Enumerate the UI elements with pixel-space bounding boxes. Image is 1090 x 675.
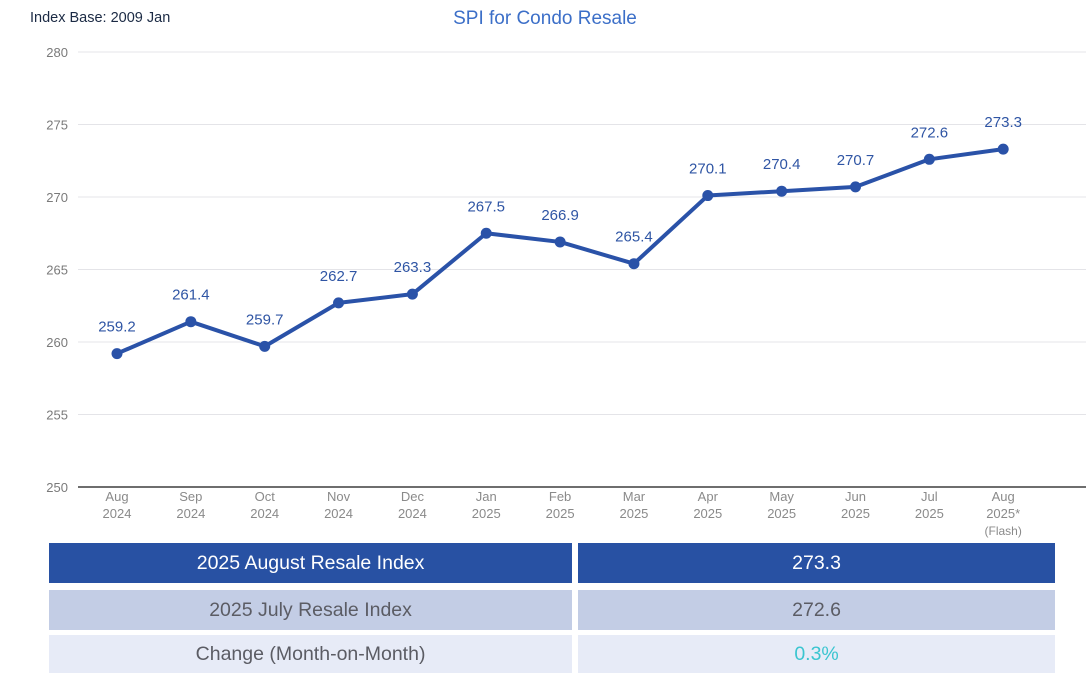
x-axis-tick-label: 2025 [693, 506, 722, 521]
x-axis-tick-label: Aug [992, 489, 1015, 504]
x-axis-tick-label: Nov [327, 489, 351, 504]
summary-table: 2025 August Resale Index 273.3 2025 July… [49, 543, 1055, 673]
data-point-label: 273.3 [984, 114, 1022, 131]
x-axis-tick-label: 2024 [176, 506, 205, 521]
x-axis-tick-label: May [769, 489, 794, 504]
y-axis-tick-label: 275 [46, 118, 68, 133]
x-axis-tick-label: Jun [845, 489, 866, 504]
data-point-marker [259, 340, 271, 352]
row-label-august: 2025 August Resale Index [49, 543, 573, 583]
y-axis-tick-label: 250 [46, 480, 68, 495]
y-axis-tick-label: 255 [46, 408, 68, 423]
x-axis-tick-label: Apr [698, 489, 719, 504]
x-axis-tick-label: Mar [623, 489, 646, 504]
data-point-label: 263.3 [394, 259, 432, 276]
data-point-label: 267.5 [467, 198, 505, 215]
data-point-marker [997, 143, 1009, 155]
x-axis-tick-label: 2025 [767, 506, 796, 521]
x-axis-tick-label: 2024 [324, 506, 353, 521]
x-axis-tick-label: 2025 [472, 506, 501, 521]
spi-line-chart: 250 255 260 265 270 275 280 Aug 2024 Sep 2024 Oct 20… [46, 45, 1086, 538]
x-axis-tick-label: Jan [476, 489, 497, 504]
table-row-august-index: 2025 August Resale Index 273.3 [49, 543, 1055, 583]
x-axis-tick-label: Feb [549, 489, 571, 504]
data-point-marker [776, 185, 788, 197]
x-axis-tick-label: 2024 [398, 506, 427, 521]
data-point-label: 270.1 [689, 161, 727, 178]
data-point-marker [628, 258, 640, 270]
y-axis-tick-label: 260 [46, 335, 68, 350]
row-label-july: 2025 July Resale Index [49, 590, 573, 630]
row-label-change: Change (Month-on-Month) [49, 635, 573, 673]
data-point-label: 270.4 [763, 156, 801, 173]
data-point-marker [702, 190, 714, 202]
y-axis-tick-label: 265 [46, 263, 68, 278]
data-point-marker [185, 316, 197, 328]
y-axis-tick-label: 270 [46, 190, 68, 205]
row-value-change: 0.3% [578, 635, 1055, 673]
x-axis-tick-label: 2025 [546, 506, 575, 521]
x-axis-tick-label: 2024 [103, 506, 132, 521]
chart-title: SPI for Condo Resale [453, 8, 637, 29]
y-axis-tick-label: 280 [46, 45, 68, 60]
x-axis-tick-label: Jul [921, 489, 938, 504]
x-axis-tick-label: 2024 [250, 506, 279, 521]
data-point-marker [850, 181, 861, 193]
data-point-marker [111, 348, 123, 360]
table-row-change-mom: Change (Month-on-Month) 0.3% [49, 635, 1055, 673]
x-axis-tick-label: Sep [179, 489, 202, 504]
data-point-label: 261.4 [172, 287, 210, 304]
data-point-label: 259.7 [246, 311, 284, 328]
x-axis-tick-label: 2025 [619, 506, 648, 521]
data-point-marker [333, 297, 345, 309]
x-axis-tick-label: 2025 [841, 506, 870, 521]
data-point-label: 272.6 [911, 124, 949, 141]
x-axis-tick-label: 2025* [986, 506, 1020, 521]
data-point-marker [554, 236, 566, 248]
x-axis-tick-label: Oct [255, 489, 276, 504]
table-row-july-index: 2025 July Resale Index 272.6 [49, 590, 1055, 630]
data-point-marker [480, 227, 492, 239]
x-axis-tick-label: Dec [401, 489, 425, 504]
data-point-marker [406, 288, 418, 300]
row-value-august: 273.3 [578, 543, 1055, 583]
index-base-label: Index Base: 2009 Jan [30, 10, 171, 26]
data-point-label: 265.4 [615, 229, 653, 246]
x-axis-tick-label: Aug [105, 489, 128, 504]
x-axis-tick-label: 2025 [915, 506, 944, 521]
data-point-label: 259.2 [98, 319, 136, 336]
data-point-marker [923, 153, 935, 165]
data-point-label: 270.7 [837, 152, 875, 169]
x-axis-tick-label: (Flash) [985, 524, 1022, 538]
row-value-july: 272.6 [578, 590, 1055, 630]
data-point-label: 262.7 [320, 268, 358, 285]
data-point-label: 266.9 [541, 207, 579, 224]
